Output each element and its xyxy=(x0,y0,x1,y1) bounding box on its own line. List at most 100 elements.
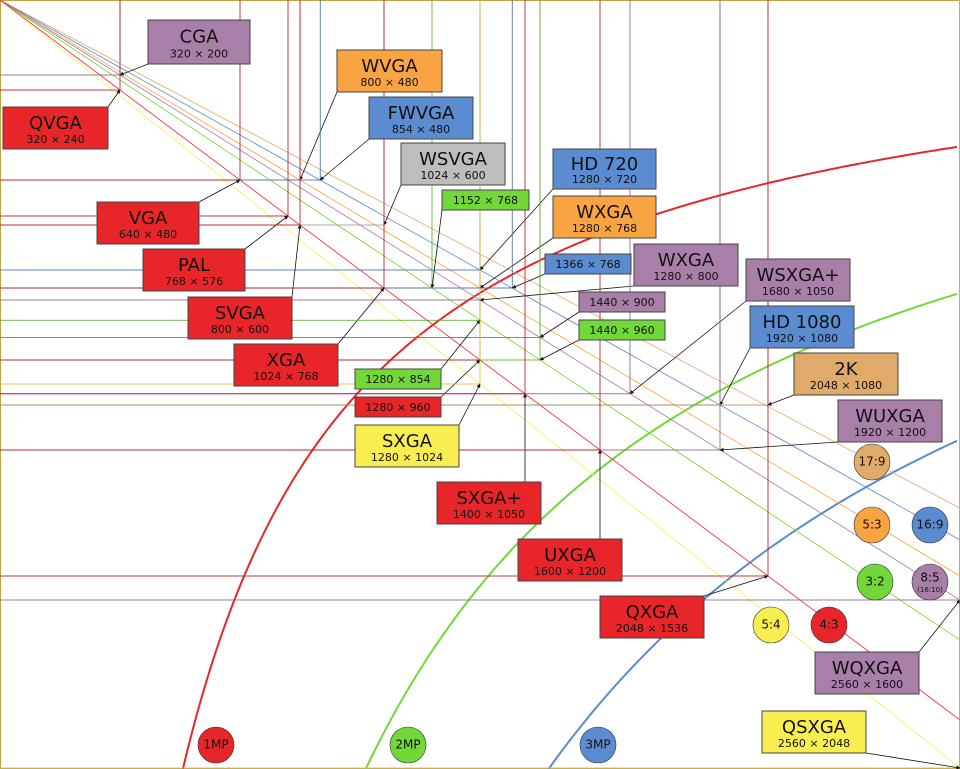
pointer-arrow xyxy=(539,339,580,361)
resolution-size: 1280 × 1024 xyxy=(371,451,443,464)
resolution-name: WVGA xyxy=(361,56,418,77)
resolution-box xyxy=(441,189,530,211)
aspect-sublabel: (16:10) xyxy=(917,586,943,594)
resolution-box xyxy=(793,352,899,396)
resolution-box xyxy=(745,258,851,302)
pointer-arrow xyxy=(119,63,149,76)
resolution-box xyxy=(633,243,739,287)
megapixel-curve xyxy=(181,145,958,769)
resolution-box xyxy=(552,195,657,239)
aspect-label: 17:9 xyxy=(859,455,886,469)
pointer-arrow xyxy=(719,441,839,452)
resolution-size: 2560 × 1600 xyxy=(831,678,903,691)
megapixel-curve xyxy=(364,292,958,769)
resolution-name: WQXGA xyxy=(832,658,903,679)
megapixel-badge xyxy=(579,726,617,764)
resolution-box xyxy=(814,651,920,695)
aspect-label: 4:3 xyxy=(819,618,838,632)
aspect-badge xyxy=(853,443,891,481)
resolution-box xyxy=(837,399,943,443)
aspect-badge xyxy=(810,606,848,644)
resolution-size: 2048 × 1080 xyxy=(810,379,882,392)
resolution-size: 768 × 576 xyxy=(165,275,223,288)
pointer-arrow xyxy=(629,300,747,395)
pointer-arrow xyxy=(198,179,241,203)
resolution-size: 1280 × 768 xyxy=(572,222,637,235)
resolution-size: 1400 × 1050 xyxy=(453,508,525,521)
resolution-size: 2048 × 1536 xyxy=(616,622,688,635)
resolution-name: QVGA xyxy=(29,113,82,134)
aspect-label: 3:2 xyxy=(865,575,884,589)
resolution-box xyxy=(96,201,200,245)
resolution-box xyxy=(552,148,657,190)
resolution-box xyxy=(544,253,632,275)
resolution-box xyxy=(354,396,442,418)
pointer-arrow xyxy=(479,188,554,271)
labels: 1MP 2MP 3MP 17:9 5:3 16:9 3:2 8:5(16:10) 5:4 4:3 C… xyxy=(2,19,949,764)
resolution-size: 800 × 600 xyxy=(211,323,269,336)
resolution-name: SVGA xyxy=(215,303,266,324)
resolution-size: 1280 × 960 xyxy=(365,401,430,414)
pointer-arrow xyxy=(440,319,481,370)
resolution-name: FWVGA xyxy=(388,103,455,124)
resolution-size: 1024 × 768 xyxy=(253,370,318,383)
resolution-box xyxy=(354,368,442,390)
pointer-arrow xyxy=(440,359,481,398)
resolution-size: 1440 × 900 xyxy=(589,296,654,309)
pointer-arrow xyxy=(319,138,370,181)
resolution-box xyxy=(400,142,506,186)
pointer-arrow xyxy=(337,287,385,345)
pointer-arrow xyxy=(107,89,121,108)
aspect-badge xyxy=(853,506,891,544)
resolution-size: 1920 × 1200 xyxy=(854,426,926,439)
resolution-box xyxy=(354,424,460,468)
pointer-arrow xyxy=(539,311,580,338)
aspect-badge xyxy=(911,506,949,544)
pointer-arrow xyxy=(703,575,769,597)
pointer-arrow xyxy=(291,224,302,298)
pointer-arrow xyxy=(719,347,751,406)
aspect-label: 5:3 xyxy=(862,518,881,532)
megapixel-badge xyxy=(389,726,427,764)
resolution-size: 1280 × 854 xyxy=(365,373,430,386)
resolution-name: HD 720 xyxy=(571,154,638,175)
megapixel-label: 1MP xyxy=(203,738,228,752)
resolution-name: WUXGA xyxy=(855,406,925,427)
megapixel-label: 3MP xyxy=(585,738,610,752)
resolution-box xyxy=(578,291,666,313)
resolution-name: 2K xyxy=(834,359,858,380)
resolution-box xyxy=(147,19,251,65)
resolution-name: QSXGA xyxy=(782,717,847,738)
aspect-label: 5:4 xyxy=(761,618,780,632)
pointer-arrow xyxy=(767,394,795,406)
resolution-size: 1440 × 960 xyxy=(589,324,654,337)
resolution-box xyxy=(599,595,705,639)
pointer-arrow xyxy=(458,383,481,426)
resolution-box xyxy=(233,343,339,387)
aspect-badge xyxy=(911,563,949,601)
resolution-name: WSXGA+ xyxy=(757,265,840,286)
pointer-arrow xyxy=(918,599,960,653)
megapixel-badge xyxy=(197,726,235,764)
resolution-size: 1280 × 720 xyxy=(572,173,637,186)
megapixel-label: 2MP xyxy=(395,738,420,752)
resolution-box xyxy=(142,248,246,292)
pointer-arrow xyxy=(479,237,554,289)
resolution-size: 800 × 480 xyxy=(360,76,418,89)
resolution-name: CGA xyxy=(180,27,220,48)
resolution-name: WXGA xyxy=(658,250,715,271)
resolution-name: VGA xyxy=(129,208,168,229)
pointer-arrow xyxy=(383,184,402,226)
pointer-arrow xyxy=(430,209,443,289)
resolution-box xyxy=(368,96,474,140)
pointer-arrow xyxy=(244,215,289,250)
resolution-box xyxy=(578,319,666,341)
resolution-box xyxy=(2,106,109,150)
resolution-size: 1680 × 1050 xyxy=(762,285,834,298)
resolution-name: QXGA xyxy=(626,602,679,623)
resolution-size: 320 × 200 xyxy=(170,47,228,60)
resolution-size: 1920 × 1080 xyxy=(766,332,838,345)
resolution-size: 1600 × 1200 xyxy=(534,565,606,578)
